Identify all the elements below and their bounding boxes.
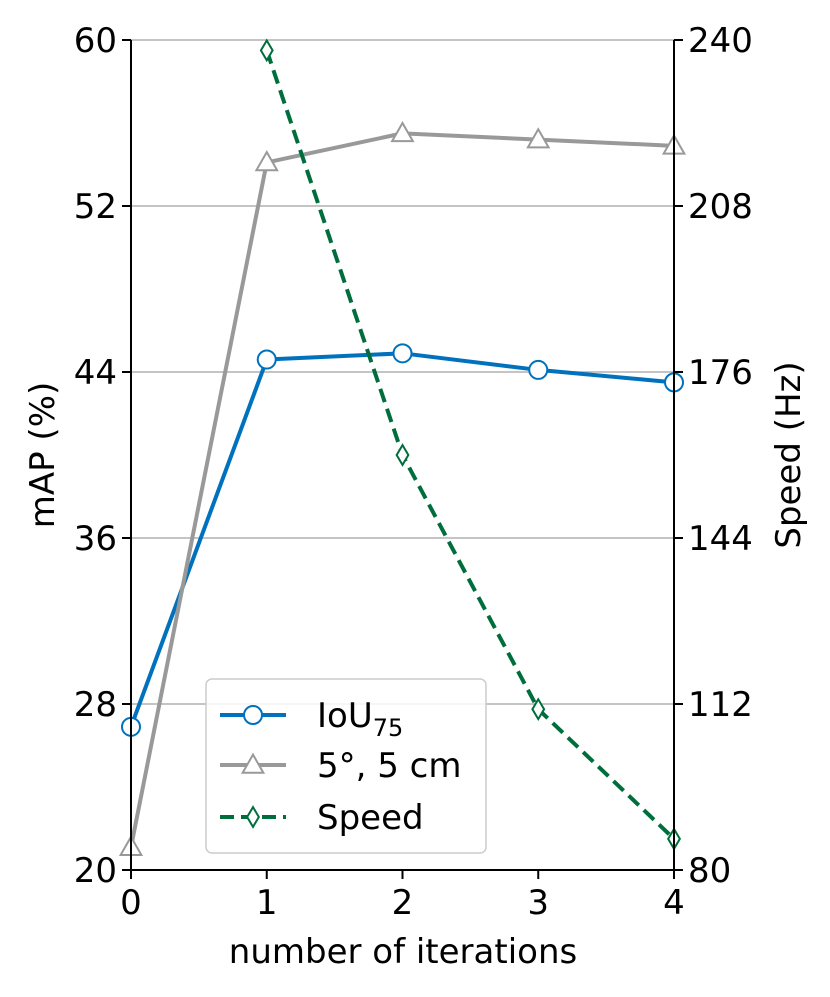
x-axis-title: number of iterations [229, 932, 577, 972]
data-point [392, 343, 413, 364]
x-tick-label: 3 [527, 883, 549, 923]
x-tick-label: 2 [392, 883, 414, 923]
x-tick-label: 1 [256, 883, 278, 923]
series-line [129, 351, 675, 728]
left-tick-label: 60 [74, 21, 117, 61]
x-tick-label: 4 [663, 883, 685, 923]
legend-marker [245, 805, 261, 829]
left-y-axis-title: mAP (%) [23, 382, 63, 529]
data-point [395, 443, 410, 467]
legend-marker [240, 752, 266, 774]
left-tick-label: 28 [74, 685, 117, 725]
data-point [531, 697, 546, 722]
left-tick-label: 36 [74, 519, 117, 559]
grid [131, 39, 674, 705]
data-point [390, 121, 415, 143]
left-tick-label: 44 [74, 353, 117, 393]
legend-label: Speed [317, 798, 424, 838]
left-tick-label: 20 [74, 851, 117, 891]
legend-label: 5°, 5 cm [317, 746, 462, 786]
data-point [528, 359, 549, 380]
series-line [264, 49, 676, 841]
data-point [256, 349, 277, 370]
right-y-axis-title: Speed (Hz) [769, 361, 809, 548]
data-point [254, 150, 279, 172]
legend-frame [205, 678, 487, 854]
right-tick-label: 112 [688, 685, 753, 725]
data-point [526, 127, 551, 149]
x-tick-label: 0 [120, 883, 142, 923]
series-layer [118, 38, 687, 856]
series-0 [121, 343, 684, 737]
right-tick-label: 144 [688, 519, 753, 559]
ticks: 20 28 36 44 52 60 80 112 144 176 208 240 0 1 2 3 4 [74, 21, 753, 923]
right-tick-label: 176 [688, 353, 753, 393]
right-tick-label: 240 [688, 21, 753, 61]
right-tick-label: 208 [688, 187, 753, 227]
right-tick-label: 80 [688, 851, 731, 891]
legend-marker [243, 705, 263, 725]
left-tick-label: 52 [74, 187, 117, 227]
data-point [259, 38, 274, 63]
